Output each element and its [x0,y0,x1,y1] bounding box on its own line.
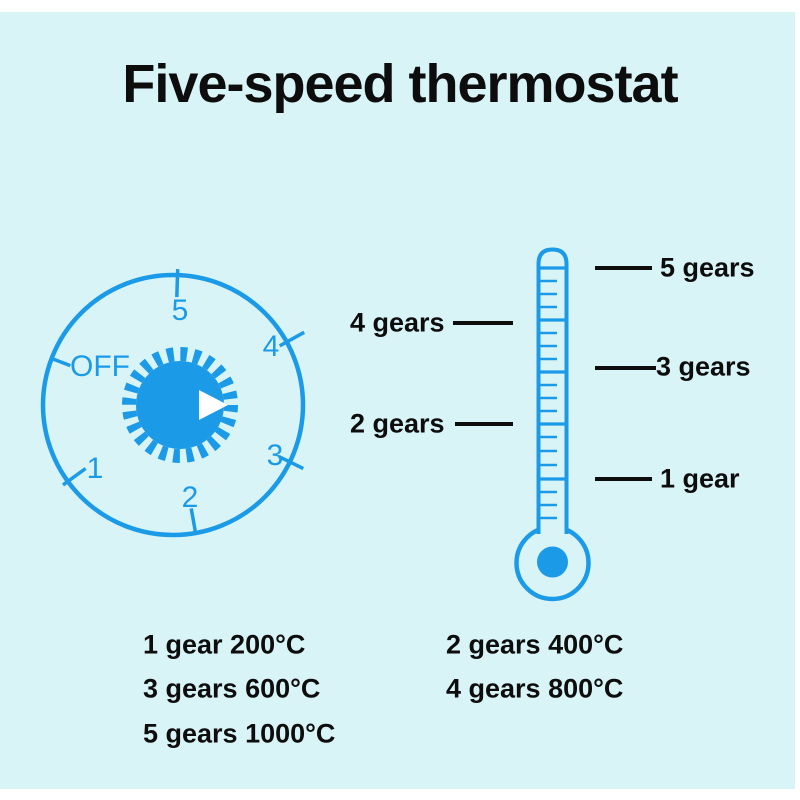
dial-label-2: 2 [181,481,199,514]
thermometer-label-2-gears: 2 gears [350,408,445,439]
dial-label-4: 4 [262,330,280,363]
legend-2-gears: 2 gears 400°C [446,629,624,660]
diagram-background [0,12,795,789]
dial-label-5: 5 [171,294,189,327]
thermometer-label-1-gear: 1 gear [660,463,740,494]
legend-5-gears: 5 gears 1000°C [143,718,336,749]
dial-label-1: 1 [86,452,104,485]
legend-1-gear: 1 gear 200°C [143,629,306,660]
thermometer-label-3-gears: 3 gears [656,351,751,382]
thermometer-label-5-gears: 5 gears [660,252,755,283]
legend-4-gears: 4 gears 800°C [446,673,624,704]
dial-label-off: OFF [70,350,130,383]
page-title: Five-speed thermostat [122,54,678,114]
thermometer-label-4-gears: 4 gears [350,307,445,338]
legend-3-gears: 3 gears 600°C [143,673,321,704]
dial-label-3: 3 [266,439,284,472]
